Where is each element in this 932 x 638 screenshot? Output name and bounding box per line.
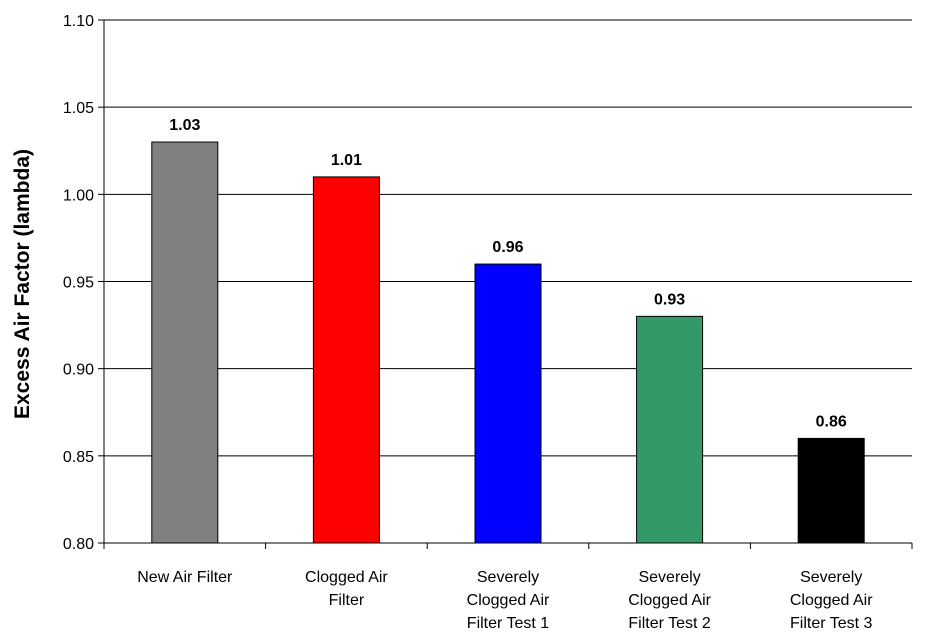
y-tick-label: 0.85 xyxy=(63,449,94,466)
x-category-label: Filter xyxy=(329,592,365,609)
x-category-label: Severely xyxy=(638,569,700,586)
bar xyxy=(636,315,704,544)
x-category-label: Clogged Air xyxy=(628,592,711,609)
bar-value-label: 1.01 xyxy=(331,152,362,169)
x-category-label: Severely xyxy=(800,569,862,586)
x-category-label: Filter Test 1 xyxy=(467,615,550,632)
bar xyxy=(151,141,219,544)
x-category-label: New Air Filter xyxy=(137,569,233,586)
bar-value-label: 0.86 xyxy=(816,413,847,430)
bar-value-label: 0.93 xyxy=(654,291,685,308)
y-tick-label: 0.90 xyxy=(63,362,94,379)
x-category-label: Clogged Air xyxy=(790,592,873,609)
y-tick-label: 0.80 xyxy=(63,536,94,553)
y-tick-label: 1.05 xyxy=(63,100,94,117)
bar xyxy=(474,263,542,544)
bar xyxy=(797,437,865,544)
x-category-label: Clogged Air xyxy=(467,592,550,609)
bar-value-label: 0.96 xyxy=(492,239,523,256)
bar xyxy=(312,176,380,544)
y-tick-label: 1.10 xyxy=(63,13,94,30)
x-category-label: Severely xyxy=(477,569,539,586)
y-axis-title: Excess Air Factor (lambda) xyxy=(11,149,34,419)
bar-value-label: 1.03 xyxy=(169,117,200,134)
x-category-label: Filter Test 3 xyxy=(790,615,873,632)
x-category-label: Clogged Air xyxy=(305,569,388,586)
y-tick-label: 1.00 xyxy=(63,187,94,204)
y-tick-label: 0.95 xyxy=(63,275,94,292)
x-category-label: Filter Test 2 xyxy=(628,615,711,632)
